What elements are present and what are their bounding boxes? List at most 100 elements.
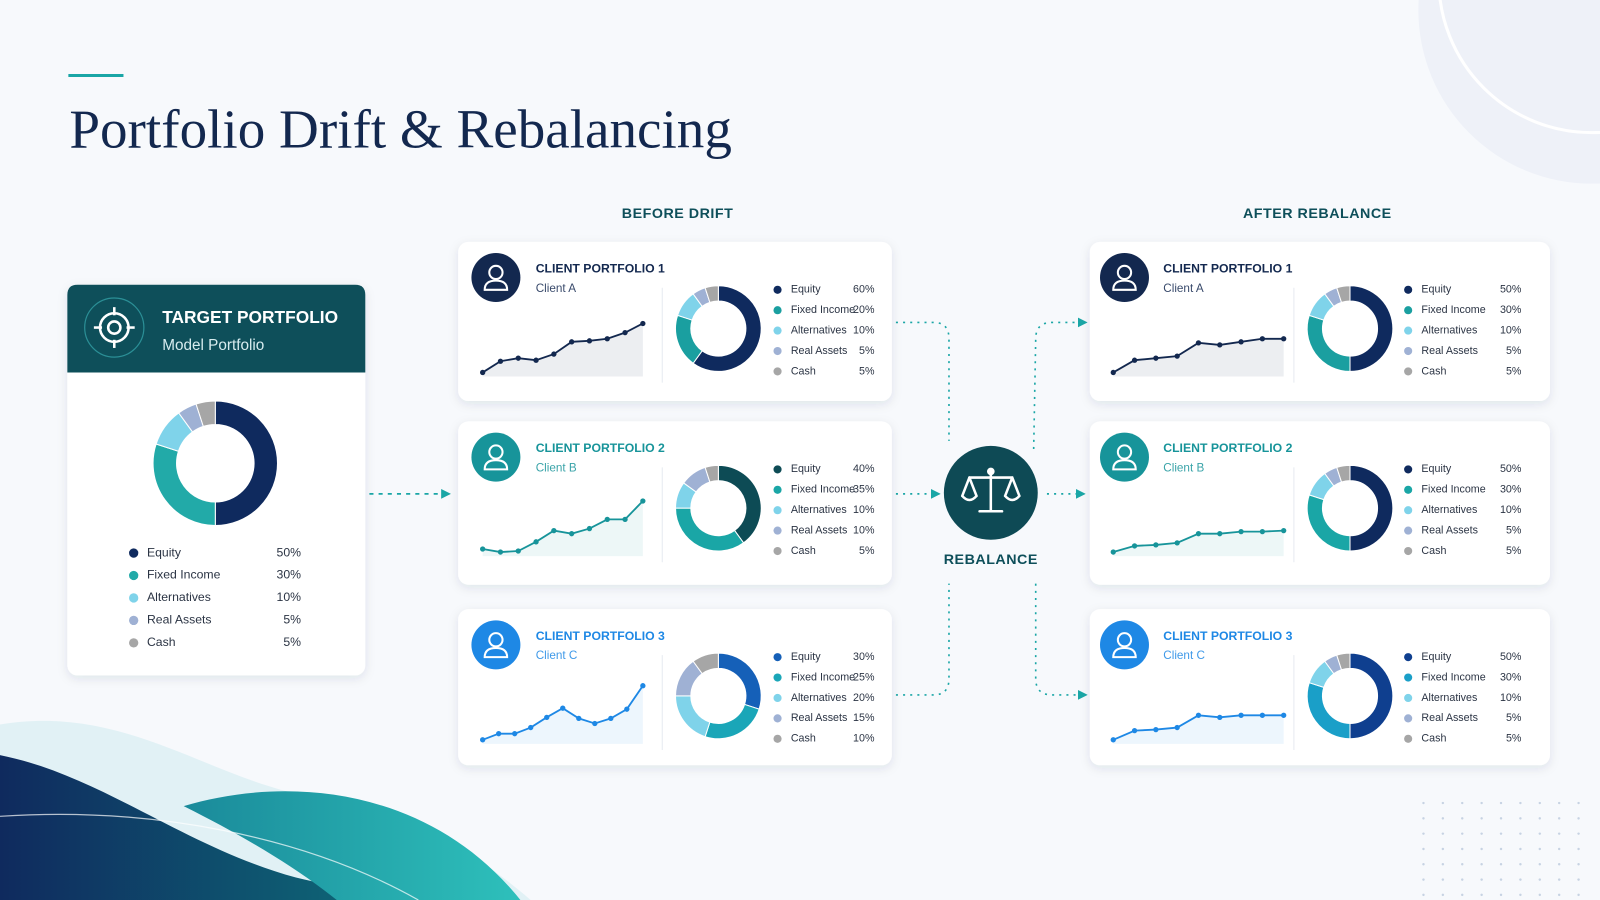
trend-point [1110,737,1116,743]
trend-point [497,549,504,555]
legend-value: 10% [1500,324,1522,336]
trend-point [551,527,557,534]
trend-point [640,683,646,689]
trend-point [592,720,598,727]
trend-point [622,516,628,523]
line-area [1113,338,1284,377]
legend-label: Equity [791,284,821,296]
legend-value: 10% [277,590,302,604]
legend-dot [773,714,782,723]
legend-dot [773,306,782,315]
legend-dot [1404,367,1413,376]
trend-point [1238,528,1244,535]
decor-dot [1480,893,1483,897]
card-subtitle: Client A [1163,282,1204,295]
decor-dot [1461,832,1464,835]
decor-dots [1422,801,1580,897]
decor-dot [1538,863,1542,866]
card [458,421,892,585]
trend-point [569,531,575,537]
trend-point [1131,357,1138,363]
legend-label: Equity [1421,651,1451,663]
avatar-head [488,444,504,460]
legend-label: Real Assets [791,524,848,536]
legend-label: Real Assets [1421,524,1478,536]
legend-value: 5% [1506,733,1522,745]
legend-dot [773,506,782,515]
legend-label: Equity [1421,463,1451,475]
decor-dot [1480,832,1483,835]
decor-dot [1499,847,1503,851]
trend-point [569,339,575,345]
legend-label: Alternatives [791,504,847,516]
donut-segment [1349,285,1394,372]
scale-icon [960,467,1021,513]
decor-dot [1480,801,1483,805]
trend-point [624,706,630,712]
card-subtitle: Client B [536,461,577,474]
avatar [471,620,521,670]
decor-dot [1538,893,1542,897]
card-subtitle: Client A [536,282,577,295]
legend-value: 5% [859,365,875,377]
legend-dot [773,326,782,335]
decor-dot [1480,817,1483,820]
decor-dot [1441,847,1445,851]
donut-segment [1336,652,1351,671]
trend-point [544,714,550,721]
legend-value: 5% [283,635,301,649]
decor-dot [1441,878,1445,881]
trend-point [640,498,646,504]
decor-dot [1519,832,1522,835]
legend-label: Fixed Income [791,671,855,683]
legend-value: 40% [853,463,875,475]
rebalance-label: REBALANCE [944,552,1038,568]
legend-dot [1404,714,1413,723]
trend-point [1281,336,1287,342]
legend-dot [773,465,782,474]
line-area [482,323,643,377]
decor-dot [1441,863,1445,866]
avatar [471,432,521,482]
decor-dot [1480,878,1483,881]
legend-label: Alternatives [1421,692,1477,704]
decor-dot [1499,817,1503,820]
card-title: CLIENT PORTFOLIO 2 [536,441,665,455]
legend-label: Alternatives [791,692,847,704]
trend-point [1195,712,1202,718]
trend-point [1131,543,1138,549]
legend-value: 35% [853,484,875,496]
legend-value: 5% [1506,365,1522,377]
card-title: CLIENT PORTFOLIO 2 [1163,441,1292,455]
card-title: CLIENT PORTFOLIO 3 [536,629,665,643]
decor-dot [1557,878,1561,881]
connector [1032,317,1088,449]
legend-value: 50% [1500,651,1522,663]
decor-dot [1422,801,1425,805]
decor-dot [1441,893,1445,897]
decor-dot [1538,801,1542,805]
decor-dot [1557,801,1561,805]
decor-dot [1519,847,1522,851]
decor-dot [1441,817,1445,820]
legend-label: Fixed Income [1421,484,1485,496]
trend-point [512,731,518,737]
decor-dot [1499,878,1503,881]
line-area [1113,715,1284,744]
decor-dot [1480,847,1483,851]
legend-value: 15% [853,712,875,724]
avatar-body [1112,646,1137,659]
legend-value: 5% [283,613,301,627]
connectors [369,317,1088,700]
legend-dot [773,526,782,535]
trend-point [622,330,628,336]
legend-dot [1404,326,1413,335]
legend-value: 10% [853,524,875,536]
decor-dot [1461,863,1464,866]
decor-dot [1461,801,1464,805]
legend-label: Fixed Income [791,304,855,316]
trend-point [1195,340,1202,346]
legend-label: Fixed Income [1421,671,1485,683]
trend-point [1281,712,1287,718]
